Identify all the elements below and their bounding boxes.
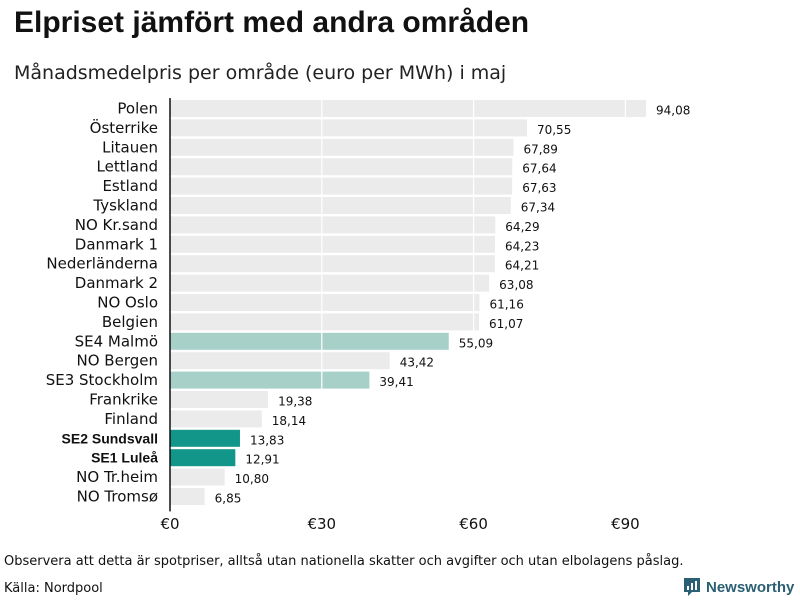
category-label: Tyskland <box>92 197 158 215</box>
bar <box>170 410 262 428</box>
bar <box>170 352 390 370</box>
category-label: SE4 Malmö <box>75 332 158 350</box>
category-label: NO Oslo <box>97 294 158 312</box>
bar <box>170 177 513 195</box>
bar <box>170 488 205 505</box>
value-label: 18,14 <box>272 414 306 428</box>
value-label: 43,42 <box>400 356 434 370</box>
category-label: NO Tr.heim <box>76 468 158 486</box>
x-tick-label: €30 <box>307 515 336 533</box>
category-label: NO Kr.sand <box>75 216 158 234</box>
bar-chart: Polen 94,08 Österrike 70,55 Litauen 67,89 Lett… <box>46 98 690 533</box>
value-label: 64,21 <box>505 259 539 273</box>
bar <box>170 138 514 156</box>
category-label: Danmark 2 <box>75 274 158 292</box>
bar <box>170 197 511 214</box>
value-label: 10,80 <box>235 472 269 486</box>
value-label: 70,55 <box>537 123 571 137</box>
category-label: Polen <box>117 100 158 118</box>
category-label: Nederländerna <box>46 255 158 273</box>
category-label: NO Bergen <box>77 352 158 370</box>
value-label: 67,63 <box>522 181 556 195</box>
value-label: 67,34 <box>521 201 555 215</box>
bar <box>170 216 496 234</box>
value-label: 61,07 <box>489 317 523 331</box>
x-tick-label: €0 <box>160 515 179 533</box>
value-label: 12,91 <box>245 453 279 467</box>
bar <box>170 429 240 447</box>
bar <box>170 332 449 350</box>
category-label: Österrike <box>90 118 158 137</box>
chart-title: Elpriset jämfört med andra områden <box>14 6 530 39</box>
bar <box>170 274 490 292</box>
brand-name: Newsworthy <box>706 578 795 596</box>
value-label: 55,09 <box>459 336 493 350</box>
source-credit: Källa: Nordpool <box>4 581 103 596</box>
category-label: SE1 Luleå <box>91 450 158 466</box>
newsworthy-logo-icon <box>684 578 700 596</box>
value-label: 6,85 <box>215 492 242 506</box>
value-label: 64,23 <box>505 239 539 253</box>
footnote: Observera att detta är spotpriser, allts… <box>4 554 684 569</box>
category-label: SE3 Stockholm <box>46 371 158 389</box>
category-label: Litauen <box>102 138 158 156</box>
x-tick-label: €90 <box>611 515 640 533</box>
category-label: Finland <box>104 410 158 428</box>
category-label: Belgien <box>102 313 158 331</box>
category-label: Lettland <box>97 158 158 176</box>
value-label: 67,64 <box>522 162 556 176</box>
category-label: SE2 Sundsvall <box>62 430 158 446</box>
bar <box>170 100 647 117</box>
bar <box>170 313 480 331</box>
bar <box>170 235 496 253</box>
category-label: NO Tromsø <box>77 488 158 506</box>
bar <box>170 371 370 389</box>
bar <box>170 468 225 486</box>
category-label: Frankrike <box>89 391 158 409</box>
value-label: 13,83 <box>250 433 284 447</box>
bar <box>170 255 495 273</box>
chart-subtitle: Månadsmedelpris per område (euro per MWh… <box>14 62 507 84</box>
value-label: 64,29 <box>505 220 539 234</box>
brand-logo: Newsworthy <box>683 577 794 597</box>
category-label: Danmark 1 <box>75 235 158 253</box>
bar <box>170 294 480 311</box>
value-label: 39,41 <box>379 375 413 389</box>
bar <box>170 119 527 137</box>
bar <box>170 391 269 408</box>
bar <box>170 449 236 467</box>
x-tick-label: €60 <box>459 515 488 533</box>
category-label: Estland <box>102 177 158 195</box>
value-label: 61,16 <box>489 298 523 312</box>
bar <box>170 158 513 176</box>
value-label: 19,38 <box>278 395 312 409</box>
value-label: 94,08 <box>656 104 690 118</box>
value-label: 67,89 <box>524 142 558 156</box>
value-label: 63,08 <box>499 278 533 292</box>
